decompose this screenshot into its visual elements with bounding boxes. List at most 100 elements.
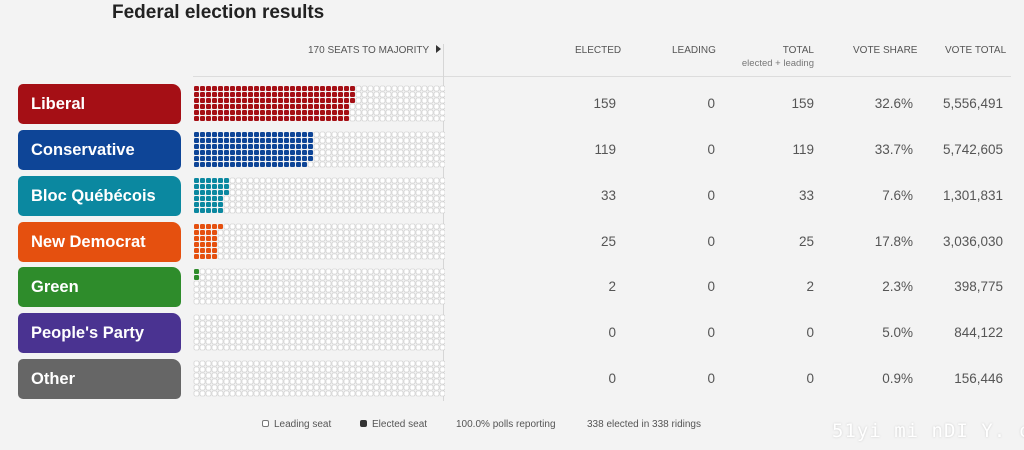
empty-seat <box>385 149 392 156</box>
empty-seat <box>433 91 440 98</box>
empty-seat <box>217 366 224 373</box>
empty-seat <box>367 97 374 104</box>
party-label-bloc-quebecois[interactable]: Bloc Québécois <box>18 176 181 216</box>
table-row[interactable]: Conservative 119 0 119 33.7% 5,742,605 <box>0 130 1024 170</box>
empty-seat <box>391 366 398 373</box>
empty-seat <box>307 372 314 379</box>
empty-seat <box>247 207 254 214</box>
empty-seat <box>349 201 356 208</box>
vote-total-value: 1,301,831 <box>942 188 1003 203</box>
elected-seat <box>242 162 247 167</box>
empty-seat <box>325 286 332 293</box>
seats-to-majority-header[interactable]: 170 SEATS TO MAJORITY <box>308 45 442 56</box>
empty-seat <box>277 207 284 214</box>
empty-seat <box>307 332 314 339</box>
empty-seat <box>415 344 422 351</box>
empty-seat <box>367 241 374 248</box>
elected-seat <box>260 116 265 121</box>
empty-seat <box>205 372 212 379</box>
elected-seat <box>218 162 223 167</box>
elected-seat <box>206 162 211 167</box>
elected-seat <box>290 98 295 103</box>
seat-grid-svg <box>193 360 445 397</box>
empty-seat <box>265 268 272 275</box>
empty-seat <box>391 320 398 327</box>
empty-seat <box>439 268 445 275</box>
elected-seat <box>290 138 295 143</box>
empty-seat <box>343 149 350 156</box>
empty-seat <box>319 280 326 287</box>
elected-seat <box>212 162 217 167</box>
empty-seat <box>193 366 200 373</box>
empty-seat <box>373 384 380 391</box>
empty-seat <box>337 280 344 287</box>
empty-seat <box>373 189 380 196</box>
party-label-green[interactable]: Green <box>18 267 181 307</box>
empty-seat <box>223 372 230 379</box>
empty-seat <box>355 177 362 184</box>
empty-seat <box>355 298 362 305</box>
empty-seat <box>313 338 320 345</box>
empty-seat <box>367 332 374 339</box>
elected-seat <box>266 92 271 97</box>
empty-seat <box>277 201 284 208</box>
empty-seat <box>325 253 332 260</box>
empty-seat <box>379 320 386 327</box>
empty-seat <box>253 280 260 287</box>
empty-seat <box>301 229 308 236</box>
empty-seat <box>385 326 392 333</box>
table-row[interactable]: Bloc Québécois 33 0 33 7.6% 1,301,831 <box>0 176 1024 216</box>
table-row[interactable]: Liberal 159 0 159 32.6% 5,556,491 <box>0 84 1024 124</box>
empty-seat <box>409 137 416 144</box>
empty-seat <box>379 149 386 156</box>
empty-seat <box>379 207 386 214</box>
seat-grid <box>193 176 445 216</box>
elected-seat <box>278 132 283 137</box>
table-row[interactable]: Green 2 0 2 2.3% 398,775 <box>0 267 1024 307</box>
elected-seat <box>200 162 205 167</box>
empty-seat <box>265 390 272 397</box>
party-label-new-democrat[interactable]: New Democrat <box>18 222 181 262</box>
empty-seat <box>355 360 362 367</box>
empty-seat <box>433 189 440 196</box>
empty-seat <box>253 378 260 385</box>
party-label-peoples-party[interactable]: People's Party <box>18 313 181 353</box>
seat-grid <box>193 84 445 124</box>
table-row[interactable]: Other 0 0 0 0.9% 156,446 <box>0 359 1024 399</box>
table-row[interactable]: New Democrat 25 0 25 17.8% 3,036,030 <box>0 222 1024 262</box>
empty-seat <box>247 241 254 248</box>
empty-seat <box>247 201 254 208</box>
empty-seat <box>379 298 386 305</box>
empty-seat <box>385 103 392 110</box>
empty-seat <box>301 247 308 254</box>
elected-seat <box>248 86 253 91</box>
empty-seat <box>439 384 445 391</box>
empty-seat <box>337 143 344 150</box>
party-label-conservative[interactable]: Conservative <box>18 130 181 170</box>
empty-seat <box>235 201 242 208</box>
party-label-liberal[interactable]: Liberal <box>18 84 181 124</box>
empty-seat <box>385 97 392 104</box>
empty-seat <box>265 223 272 230</box>
table-row[interactable]: People's Party 0 0 0 5.0% 844,122 <box>0 313 1024 353</box>
empty-seat <box>271 268 278 275</box>
empty-seat <box>229 280 236 287</box>
empty-seat <box>247 195 254 202</box>
elected-seat <box>320 86 325 91</box>
empty-seat <box>415 207 422 214</box>
empty-seat <box>427 161 434 168</box>
elected-seat <box>266 162 271 167</box>
empty-seat <box>433 314 440 321</box>
empty-seat <box>217 268 224 275</box>
empty-seat <box>289 326 296 333</box>
empty-seat <box>253 235 260 242</box>
elected-seat <box>290 132 295 137</box>
empty-seat <box>409 286 416 293</box>
empty-seat <box>421 137 428 144</box>
party-label-other[interactable]: Other <box>18 359 181 399</box>
empty-seat <box>349 149 356 156</box>
elected-seat <box>314 98 319 103</box>
empty-seat <box>373 103 380 110</box>
empty-seat <box>295 326 302 333</box>
elected-seat <box>278 144 283 149</box>
